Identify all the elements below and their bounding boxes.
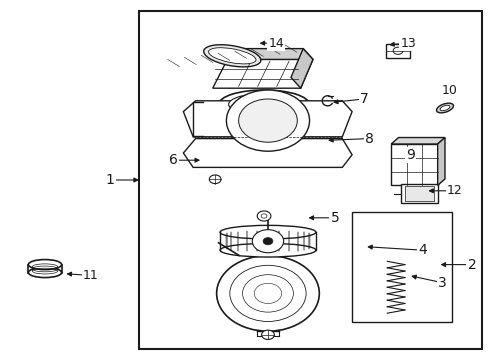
Text: 9: 9 xyxy=(406,148,414,162)
Polygon shape xyxy=(183,101,351,137)
Polygon shape xyxy=(183,139,351,167)
Ellipse shape xyxy=(220,243,315,257)
Text: 2: 2 xyxy=(467,258,475,271)
Polygon shape xyxy=(437,138,444,185)
Text: 14: 14 xyxy=(268,37,284,50)
Ellipse shape xyxy=(28,260,61,270)
Circle shape xyxy=(209,175,221,184)
Text: 4: 4 xyxy=(418,243,427,257)
Circle shape xyxy=(263,238,272,245)
Ellipse shape xyxy=(219,90,309,119)
Circle shape xyxy=(238,99,297,142)
Text: 1: 1 xyxy=(105,173,114,187)
Ellipse shape xyxy=(436,103,452,113)
Polygon shape xyxy=(220,49,312,59)
Circle shape xyxy=(261,330,274,339)
Bar xyxy=(351,212,451,322)
Polygon shape xyxy=(212,59,312,88)
Ellipse shape xyxy=(439,105,449,111)
Text: 5: 5 xyxy=(330,211,339,225)
Bar xyxy=(386,44,409,58)
Ellipse shape xyxy=(220,225,315,239)
Text: 12: 12 xyxy=(446,184,462,197)
Text: 8: 8 xyxy=(364,132,373,145)
Text: 7: 7 xyxy=(359,92,368,106)
Circle shape xyxy=(257,211,270,221)
Text: 6: 6 xyxy=(169,153,178,167)
Bar xyxy=(139,11,481,349)
Text: 11: 11 xyxy=(82,269,98,282)
Circle shape xyxy=(216,256,319,331)
Text: 10: 10 xyxy=(441,84,457,96)
Polygon shape xyxy=(390,144,437,185)
Ellipse shape xyxy=(228,94,299,115)
Bar xyxy=(400,184,437,203)
Text: 13: 13 xyxy=(400,37,415,50)
Ellipse shape xyxy=(208,48,256,64)
Ellipse shape xyxy=(28,267,61,278)
Polygon shape xyxy=(390,138,444,144)
Circle shape xyxy=(252,230,283,253)
Bar xyxy=(404,186,433,201)
Ellipse shape xyxy=(203,45,260,67)
Bar xyxy=(220,232,315,250)
Polygon shape xyxy=(290,49,312,88)
Text: 3: 3 xyxy=(437,276,446,289)
Circle shape xyxy=(226,90,309,151)
